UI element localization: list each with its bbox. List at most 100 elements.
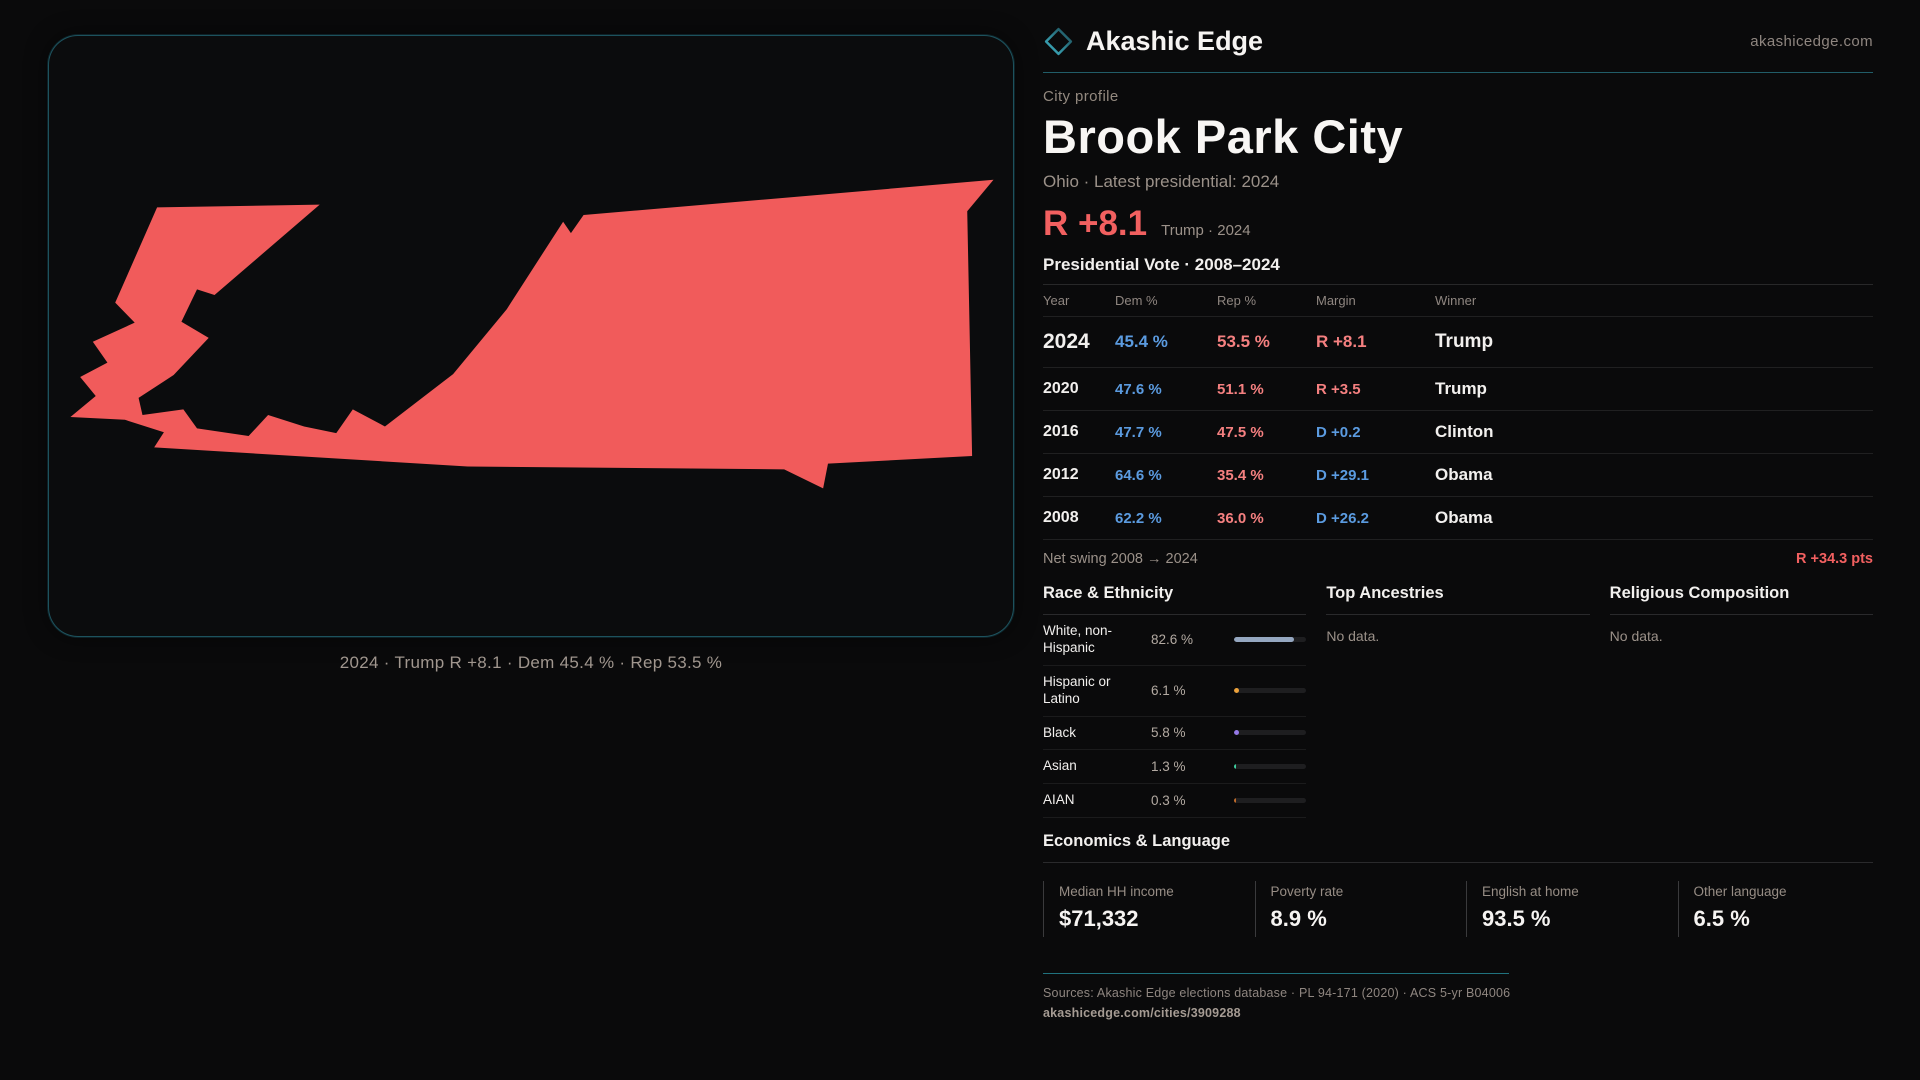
row-rep-pct: 51.1 % (1217, 380, 1264, 398)
race-bar (1234, 637, 1307, 643)
ancestries-empty-state: No data. (1326, 628, 1380, 644)
race-value: 0.3 % (1151, 793, 1186, 809)
stat-value: 8.9 % (1270, 906, 1327, 932)
row-year: 2008 (1043, 509, 1079, 526)
race-label: Black (1043, 724, 1077, 740)
row-winner: Obama (1435, 465, 1493, 484)
table-header-row: Year Dem % Rep % Margin Winner (1043, 284, 1873, 317)
table-row: 2012 64.6 % 35.4 % D +29.1 Obama (1043, 454, 1873, 497)
row-margin: D +0.2 (1316, 423, 1361, 441)
race-value: 6.1 % (1151, 683, 1186, 699)
row-rep-pct: 53.5 % (1217, 332, 1270, 351)
race-label: AIAN (1043, 792, 1075, 808)
permalink[interactable]: akashicedge.com/cities/3909288 (1043, 1006, 1241, 1021)
table-row: 2016 47.7 % 47.5 % D +0.2 Clinton (1043, 411, 1873, 454)
stat-value: 6.5 % (1693, 906, 1750, 932)
table-row: 2008 62.2 % 36.0 % D +26.2 Obama (1043, 497, 1873, 540)
race-row: Black 5.8 % (1043, 717, 1307, 751)
stat-label: Poverty rate (1270, 884, 1344, 900)
ancestries-column: Top Ancestries No data. (1326, 580, 1590, 818)
demographics-section: Race & Ethnicity White, non-Hispanic 82.… (1043, 580, 1873, 819)
religion-column: Religious Composition No data. (1609, 580, 1873, 818)
race-label: White, non-Hispanic (1043, 623, 1113, 655)
site-link[interactable]: akashicedge.com (1750, 33, 1873, 50)
col-margin: Margin (1316, 293, 1356, 308)
race-ethnicity-title: Race & Ethnicity (1043, 580, 1307, 615)
religion-empty-state: No data. (1609, 628, 1663, 644)
net-swing-value: R +34.3 pts (1796, 551, 1873, 567)
row-year: 2012 (1043, 466, 1079, 483)
race-row: Hispanic or Latino 6.1 % (1043, 666, 1307, 717)
city-map-panel (48, 35, 1014, 637)
row-margin: R +3.5 (1316, 380, 1361, 398)
race-bar (1234, 688, 1307, 694)
detail-column: Akashic Edge akashicedge.com City profil… (1014, 0, 1920, 1080)
race-value: 1.3 % (1151, 759, 1186, 775)
map-column: 2024 · Trump R +8.1 · Dem 45.4 % · Rep 5… (48, 35, 1014, 672)
net-swing-label: Net swing 2008 → 2024 (1043, 551, 1198, 567)
economics-title: Economics & Language (1043, 832, 1873, 864)
row-rep-pct: 35.4 % (1217, 466, 1264, 484)
col-dem: Dem % (1115, 293, 1158, 308)
col-winner: Winner (1435, 293, 1477, 308)
row-winner: Trump (1435, 331, 1494, 352)
row-dem-pct: 47.6 % (1115, 380, 1162, 398)
stat-card: Other language 6.5 % (1677, 881, 1874, 938)
race-value: 5.8 % (1151, 725, 1186, 741)
race-bar (1234, 798, 1307, 804)
margin-context: Trump · 2024 (1161, 222, 1251, 239)
race-ethnicity-column: Race & Ethnicity White, non-Hispanic 82.… (1043, 580, 1307, 819)
row-dem-pct: 64.6 % (1115, 466, 1162, 484)
stat-label: Median HH income (1059, 884, 1174, 900)
headline-margin: R +8.1 Trump · 2024 (1043, 206, 1873, 241)
vote-table-title: Presidential Vote · 2008–2024 (1043, 255, 1280, 274)
race-row: AIAN 0.3 % (1043, 784, 1307, 819)
eyebrow-label: City profile (1043, 88, 1119, 105)
stat-card: Poverty rate 8.9 % (1254, 881, 1451, 938)
row-year: 2016 (1043, 423, 1079, 440)
religion-title: Religious Composition (1609, 580, 1873, 615)
row-dem-pct: 62.2 % (1115, 509, 1162, 527)
row-dem-pct: 47.7 % (1115, 423, 1162, 441)
economics-stats: Median HH income $71,332 Poverty rate 8.… (1043, 881, 1874, 938)
row-year: 2020 (1043, 380, 1079, 397)
row-rep-pct: 36.0 % (1217, 509, 1264, 527)
brand-name: Akashic Edge (1086, 26, 1264, 56)
diamond-logo-icon (1044, 27, 1073, 56)
race-bar (1234, 730, 1307, 736)
city-map-svg (70, 179, 994, 489)
stat-card: English at home 93.5 % (1466, 881, 1662, 938)
stat-label: Other language (1693, 884, 1787, 900)
ancestries-title: Top Ancestries (1326, 580, 1590, 615)
race-label: Asian (1043, 758, 1077, 774)
race-value: 82.6 % (1151, 632, 1194, 648)
footer-divider (1043, 973, 1509, 975)
race-row: White, non-Hispanic 82.6 % (1043, 615, 1307, 666)
race-row: Asian 1.3 % (1043, 750, 1307, 785)
race-bar (1234, 764, 1307, 770)
stat-card: Median HH income $71,332 (1043, 881, 1239, 938)
stat-value: 93.5 % (1482, 906, 1551, 932)
row-winner: Obama (1435, 508, 1493, 527)
map-caption: 2024 · Trump R +8.1 · Dem 45.4 % · Rep 5… (339, 653, 723, 672)
margin-value: R +8.1 (1043, 204, 1148, 243)
net-swing-row: Net swing 2008 → 2024 R +34.3 pts (1043, 540, 1873, 580)
sources-text: Sources: Akashic Edge elections database… (1043, 986, 1511, 1001)
row-dem-pct: 45.4 % (1115, 332, 1168, 351)
city-boundary-shape (70, 179, 994, 489)
row-winner: Clinton (1435, 422, 1494, 441)
stat-value: $71,332 (1059, 906, 1139, 932)
row-rep-pct: 47.5 % (1217, 423, 1264, 441)
stat-label: English at home (1482, 884, 1579, 900)
table-row: 2024 45.4 % 53.5 % R +8.1 Trump (1043, 317, 1873, 368)
row-margin: D +26.2 (1316, 509, 1369, 527)
vote-table: Year Dem % Rep % Margin Winner 2024 45.4… (1043, 284, 1873, 540)
row-winner: Trump (1435, 379, 1487, 398)
subtitle: Ohio · Latest presidential: 2024 (1043, 172, 1280, 191)
brand-header: Akashic Edge akashicedge.com (1043, 26, 1873, 73)
row-year: 2024 (1043, 330, 1090, 353)
table-row: 2020 47.6 % 51.1 % R +3.5 Trump (1043, 368, 1873, 411)
race-label: Hispanic or Latino (1043, 673, 1111, 706)
col-rep: Rep % (1217, 293, 1257, 308)
